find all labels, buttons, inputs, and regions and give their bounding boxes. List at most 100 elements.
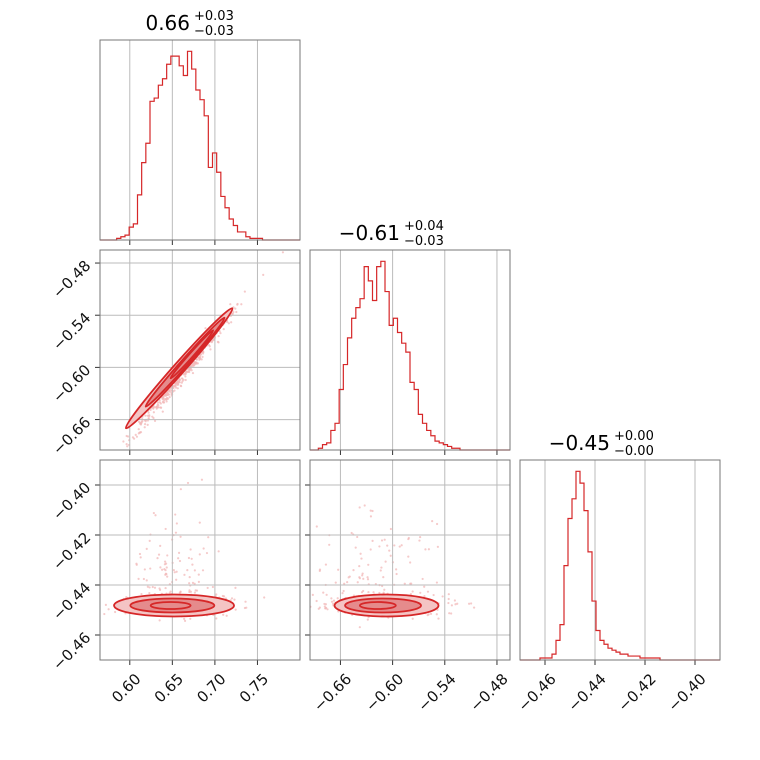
scatter-point bbox=[360, 557, 363, 560]
scatter-point bbox=[143, 423, 147, 426]
panel-frame-10 bbox=[99, 249, 301, 451]
scatter-point bbox=[197, 580, 200, 583]
scatter-point bbox=[137, 428, 140, 431]
scatter-point bbox=[180, 385, 183, 388]
scatter-point bbox=[176, 387, 179, 390]
contour-p21-2 bbox=[358, 601, 397, 610]
scatter-point bbox=[472, 606, 476, 609]
scatter-point bbox=[197, 573, 200, 576]
scatter-point bbox=[166, 575, 169, 578]
scatter-point bbox=[140, 592, 143, 596]
scatter-point bbox=[178, 591, 181, 594]
scatter-point bbox=[332, 599, 336, 602]
scatter-point bbox=[189, 548, 192, 551]
scatter-point bbox=[311, 593, 314, 596]
scatter-point bbox=[204, 327, 207, 330]
scatter-point bbox=[211, 340, 214, 343]
scatter-point bbox=[369, 509, 372, 512]
scatter-point bbox=[435, 522, 439, 526]
scatter-point bbox=[409, 582, 412, 585]
scatter-point bbox=[411, 617, 414, 620]
scatter-point bbox=[159, 406, 162, 409]
scatter-point bbox=[164, 562, 168, 565]
scatter-point bbox=[173, 389, 176, 392]
scatter-point bbox=[360, 591, 364, 594]
scatter-point bbox=[141, 419, 144, 423]
scatter-point bbox=[198, 521, 201, 524]
scatter-point bbox=[324, 563, 328, 566]
tick-label-x: −0.46 bbox=[515, 670, 560, 715]
scatter-point bbox=[398, 545, 401, 548]
scatter-point bbox=[147, 411, 150, 414]
scatter-point bbox=[243, 290, 246, 293]
scatter-point bbox=[151, 585, 154, 589]
scatter-point bbox=[447, 597, 450, 601]
scatter-point bbox=[200, 358, 203, 361]
histogram-p11 bbox=[310, 260, 510, 451]
scatter-point bbox=[429, 612, 433, 615]
scatter-point bbox=[234, 608, 237, 611]
tick-label-y: −0.60 bbox=[49, 361, 94, 406]
scatter-point bbox=[244, 600, 247, 603]
contour-p10-2 bbox=[169, 329, 215, 380]
scatter-point bbox=[179, 535, 182, 538]
scatter-point bbox=[165, 566, 168, 569]
scatter-point bbox=[207, 343, 211, 347]
scatter-point bbox=[107, 608, 110, 611]
tick-label-x: 0.65 bbox=[151, 670, 187, 706]
scatter-point bbox=[450, 612, 453, 615]
scatter-point bbox=[183, 617, 186, 620]
scatter-point bbox=[193, 591, 197, 594]
scatter-point bbox=[174, 513, 177, 516]
scatter-point bbox=[330, 600, 334, 603]
scatter-point bbox=[166, 391, 169, 394]
scatter-point bbox=[388, 549, 391, 552]
tick-label-x: −0.44 bbox=[565, 670, 610, 715]
scatter-point bbox=[450, 604, 453, 607]
scatter-point bbox=[186, 370, 189, 373]
scatter-point bbox=[104, 603, 107, 606]
scatter-point bbox=[165, 400, 168, 403]
scatter-point bbox=[403, 582, 406, 585]
scatter-point bbox=[164, 569, 167, 572]
scatter-point bbox=[159, 544, 162, 547]
scatter-point bbox=[216, 340, 220, 343]
scatter-point bbox=[174, 386, 178, 389]
scatter-point bbox=[164, 394, 167, 397]
title-value-p00: 0.66 bbox=[145, 11, 190, 35]
scatter-point bbox=[158, 619, 161, 622]
scatter-point bbox=[383, 588, 386, 591]
scatter-point bbox=[182, 378, 185, 381]
histogram-p00 bbox=[100, 50, 300, 241]
scatter-point bbox=[143, 426, 146, 429]
scatter-point bbox=[168, 395, 171, 399]
scatter-point bbox=[380, 566, 383, 569]
tick-label-y: −0.44 bbox=[49, 579, 94, 624]
scatter-point bbox=[325, 593, 328, 596]
scatter-point bbox=[423, 595, 426, 598]
scatter-point bbox=[186, 481, 190, 485]
scatter-point bbox=[437, 617, 440, 620]
scatter-point bbox=[154, 514, 157, 517]
scatter-point bbox=[193, 569, 196, 572]
scatter-point bbox=[122, 440, 125, 443]
scatter-point bbox=[407, 536, 410, 540]
scatter-point bbox=[382, 591, 385, 594]
scatter-point bbox=[336, 597, 339, 600]
scatter-point bbox=[367, 590, 370, 594]
scatter-point bbox=[470, 602, 473, 605]
scatter-point bbox=[163, 560, 167, 563]
scatter-point bbox=[424, 548, 427, 551]
scatter-point bbox=[441, 595, 444, 598]
scatter-point bbox=[332, 602, 335, 605]
scatter-point bbox=[219, 332, 222, 335]
scatter-point bbox=[125, 443, 128, 446]
scatter-point bbox=[419, 591, 422, 594]
scatter-point bbox=[173, 571, 176, 574]
scatter-point bbox=[144, 414, 147, 417]
scatter-point bbox=[435, 613, 438, 616]
scatter-point bbox=[198, 358, 201, 361]
tick-label-x: 0.60 bbox=[108, 670, 144, 706]
scatter-point bbox=[158, 401, 162, 404]
scatter-point bbox=[356, 535, 359, 539]
